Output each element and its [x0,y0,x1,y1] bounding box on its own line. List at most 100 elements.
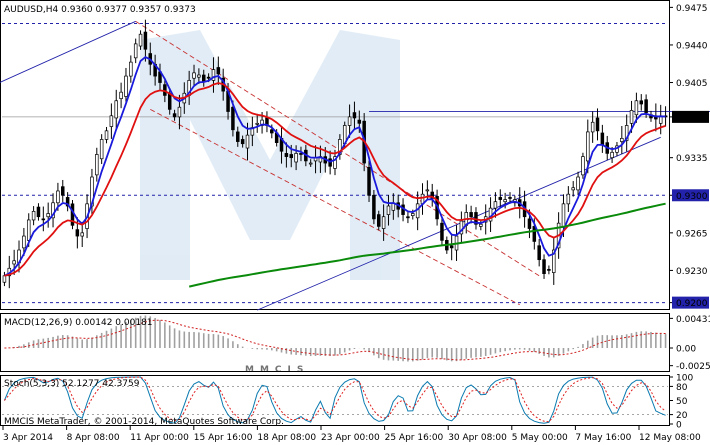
candle-body [211,69,216,81]
candle-body [284,153,289,157]
candle-body [119,91,123,99]
macd-panel-frame [0,313,670,372]
price-tick-label: 0.9335 [676,154,708,164]
candle-body [201,74,206,82]
stoch-tick-label: 50 [676,397,688,407]
candle-body [411,213,415,217]
candle-body [114,100,118,119]
candle-body [357,119,362,124]
copyright-footer: MMCIS MetaTrader, © 2001-2014, MetaQuote… [4,417,284,427]
candle-body [571,187,575,191]
candle-body [508,197,512,199]
time-tick-label: 11 Apr 00:00 [130,433,189,443]
candle-body [26,219,31,241]
candle-body [629,110,634,124]
candle-body [586,131,590,162]
candle-body [333,156,337,169]
candle-body [352,112,357,119]
candle-body [381,216,386,229]
candle-body [56,190,60,204]
main-panel-frame [0,0,670,310]
candle-body [425,189,430,192]
current-price-label: 0.9373 [676,113,708,123]
candle-body [75,229,80,237]
time-tick-label: 3 Apr 2014 [3,433,53,443]
candle-body [80,232,84,237]
candle-body [2,275,7,283]
candle-body [138,33,143,47]
candle-body [347,116,352,126]
candle-body [449,245,454,249]
candle-body [109,115,114,127]
macd-tick-label: 0.00431 [676,315,710,325]
symbol-header: AUDUSD,H4 0.9360 0.9377 0.9357 0.9373 [4,5,196,15]
candle-body [547,268,551,271]
candle-body [367,166,371,196]
time-tick-label: 30 Apr 08:00 [448,433,507,443]
candle-body [440,222,444,241]
macd-signal-line [4,319,666,361]
candle-body [308,162,313,165]
candle-body [532,226,537,242]
candle-body [537,245,541,261]
watermark-text: MMCIS [245,365,309,375]
candle-body [527,218,532,229]
candle-body [192,72,196,79]
candle-body [493,201,498,209]
candle-body [163,84,167,96]
channel-line-lower [150,108,520,306]
macd-tick-label: -0.00257 [676,362,710,372]
stoch-main-line [3,376,666,424]
candle-body [289,154,293,159]
candle-body [620,138,624,142]
price-tick-label: 0.9230 [676,267,708,277]
candle-body [255,122,259,125]
stoch-title: Stoch(5,3,3) 52.1277 42.3759 [4,379,140,389]
moving-average-fast [3,56,666,277]
candle-body [576,176,580,191]
price-tick-label: 0.9475 [676,4,708,14]
price-tick-label: 0.9265 [676,229,708,239]
candle-body [172,113,177,118]
candle-body [12,260,16,265]
candle-body [31,211,36,221]
candle-body [22,235,26,249]
candle-body [236,131,240,142]
moving-average-slow [188,202,666,288]
candle-body [406,216,410,219]
time-tick-label: 15 Apr 16:00 [194,433,253,443]
watermark-logo: MMCIS [140,30,400,375]
candle-body [498,197,503,200]
candle-body [167,92,172,110]
candle-body [197,74,201,78]
candle-body [299,153,303,155]
trend-line-upper [0,20,136,83]
candle-body [51,202,55,219]
candle-body [99,139,104,160]
moving-average-medium [4,82,666,277]
time-tick-label: 25 Apr 16:00 [385,433,444,443]
macd-tick-label: 0.00 [676,345,696,355]
time-tick-label: 12 May 08:00 [639,433,701,443]
candle-body [595,117,600,132]
stoch-tick-label: 100 [676,374,693,384]
level-price-box [672,189,709,202]
time-tick-label: 18 Apr 08:00 [257,433,316,443]
price-tick-label: 0.9440 [676,41,708,51]
candle-body [143,31,148,50]
candle-body [240,139,245,145]
time-tick-label: 23 Apr 00:00 [321,433,380,443]
level-price-label: 0.9200 [676,299,708,309]
time-tick-label: 7 May 16:00 [575,433,631,443]
time-tick-label: 5 May 00:00 [512,433,568,443]
trend-line-support [257,136,661,311]
candle-body [36,206,41,218]
candle-body [479,223,483,227]
candle-body [372,194,376,220]
candle-body [206,76,211,79]
macd-title: MACD(12,26,9) 0.00142 0.00181 [4,318,153,328]
candle-body [503,199,507,203]
candle-body [624,125,629,141]
candle-body [581,156,585,176]
